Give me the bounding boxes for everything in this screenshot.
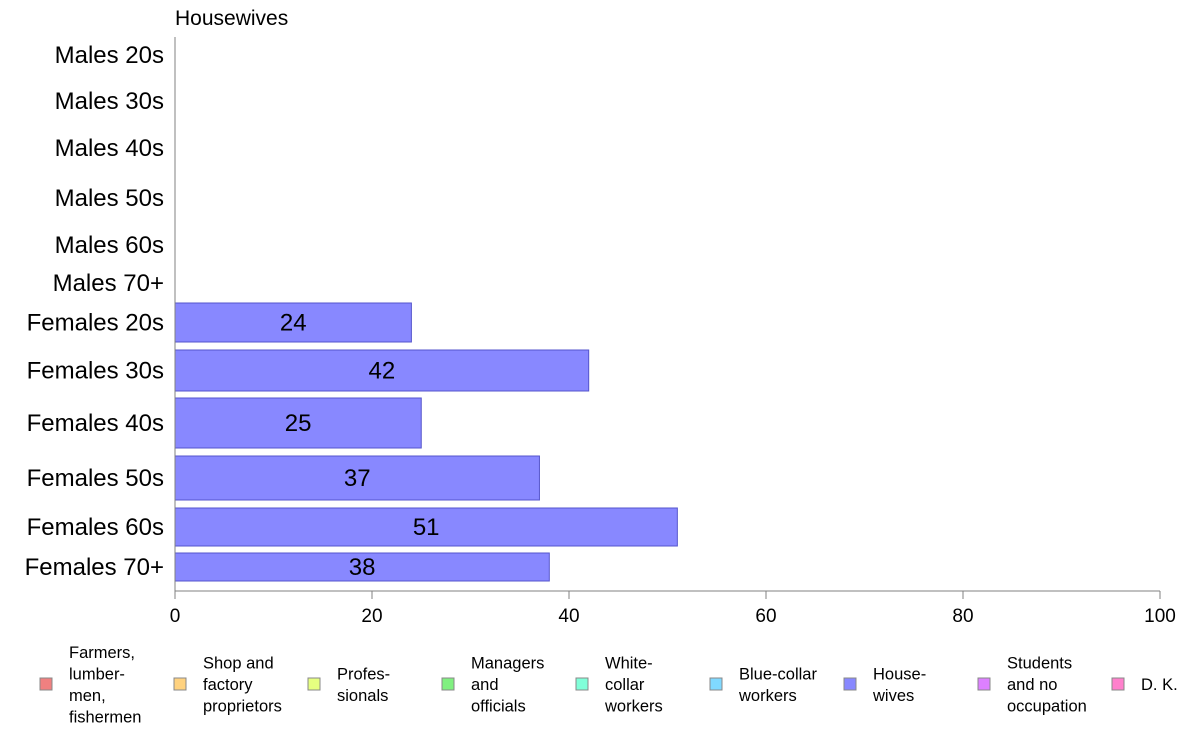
legend-label-line: and no xyxy=(1007,676,1057,694)
legend-label-line: Shop and xyxy=(203,655,274,673)
legend-label-line: officials xyxy=(471,698,526,716)
legend-item: Managers and officials xyxy=(441,655,544,716)
legend-swatch xyxy=(843,677,857,691)
legend-label-line: House- xyxy=(873,665,926,683)
legend-item: Shop and factory proprietors xyxy=(173,655,282,716)
legend-label-line: Managers xyxy=(471,655,544,673)
legend-label-line: collar xyxy=(605,676,645,694)
legend-label-line: Blue-collar xyxy=(739,665,817,683)
legend-swatch xyxy=(39,677,53,691)
legend-item: Blue-collar workers xyxy=(709,665,817,705)
legend-item: House-wives xyxy=(843,665,926,705)
legend-item: Farmers, lumber-men, fishermen xyxy=(39,644,141,726)
x-tick-label: 60 xyxy=(755,606,776,627)
bar-value-label: 25 xyxy=(285,410,312,437)
bar-value-label: 24 xyxy=(280,310,307,337)
legend-label-line: wives xyxy=(872,687,914,705)
legend-label-line: factory xyxy=(203,676,253,694)
category-label: Females 50s xyxy=(27,465,164,492)
legend-label-line: proprietors xyxy=(203,698,282,716)
legend-label-line: fishermen xyxy=(69,708,141,726)
category-label: Females 40s xyxy=(27,410,164,437)
legend-label-line: men, xyxy=(69,687,106,705)
legend-label-line: D. K. xyxy=(1141,676,1178,694)
legend-swatch xyxy=(575,677,589,691)
bar-value-label: 42 xyxy=(368,358,395,385)
x-axis: 0 20 40 60 80 100 xyxy=(170,590,1176,627)
legend-swatch xyxy=(1111,677,1125,691)
bar-value-label: 37 xyxy=(344,465,371,492)
category-label: Males 60s xyxy=(55,232,164,259)
x-tick-label: 100 xyxy=(1144,606,1176,627)
bar-value-label: 51 xyxy=(413,514,440,541)
chart-title: Housewives xyxy=(175,7,288,30)
x-tick-label: 40 xyxy=(558,606,579,627)
category-label: Females 30s xyxy=(27,358,164,385)
category-label: Males 50s xyxy=(55,185,164,212)
legend-item: Students and no occupation xyxy=(977,655,1087,716)
x-tick-label: 20 xyxy=(361,606,382,627)
bars: Males 20s Males 30s Males 40s Males 50s Male… xyxy=(25,37,678,591)
bar xyxy=(174,455,540,501)
category-label: Males 40s xyxy=(55,135,164,162)
legend-item: White-collar workers xyxy=(575,655,663,716)
category-label: Males 20s xyxy=(55,42,164,69)
category-label: Females 20s xyxy=(27,310,164,337)
legend-item: D. K. xyxy=(1111,676,1178,694)
legend-swatch xyxy=(977,677,991,691)
legend-swatch xyxy=(441,677,455,691)
category-label: Females 60s xyxy=(27,514,164,541)
legend-item: Profes-sionals xyxy=(307,665,390,705)
bar-value-label: 38 xyxy=(349,554,376,581)
legend-label-line: Farmers, xyxy=(69,644,135,662)
legend-label-line: workers xyxy=(604,698,663,716)
legend-label-line: Students xyxy=(1007,655,1072,673)
x-tick-label: 80 xyxy=(952,606,973,627)
legend-label-line: sionals xyxy=(337,687,388,705)
legend-label-line: Profes- xyxy=(337,665,390,683)
category-label: Males 30s xyxy=(55,88,164,115)
legend-swatch xyxy=(709,677,723,691)
category-label: Females 70+ xyxy=(25,554,164,581)
legend-label-line: workers xyxy=(738,687,797,705)
legend-swatch xyxy=(307,677,321,691)
x-tick-label: 0 xyxy=(170,606,181,627)
bar xyxy=(174,507,678,547)
bar xyxy=(174,349,590,392)
category-label: Males 70+ xyxy=(53,270,164,297)
legend-label-line: and xyxy=(471,676,499,694)
bar xyxy=(174,397,422,449)
bar xyxy=(174,302,412,343)
legend-label-line: lumber- xyxy=(69,665,125,683)
legend-label-line: occupation xyxy=(1007,698,1087,716)
legend-label-line: White- xyxy=(605,655,653,673)
legend-swatch xyxy=(173,677,187,691)
legend: Farmers, lumber-men, fishermen Shop and fact… xyxy=(39,644,1178,726)
